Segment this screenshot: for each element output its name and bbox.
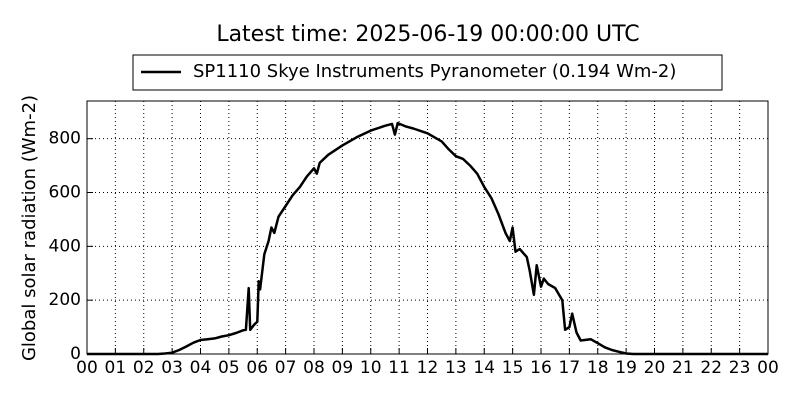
x-tick-label: 12 [417,358,439,378]
x-tick-label: 01 [105,358,127,378]
x-tick-label: 09 [332,358,354,378]
y-tick-label: 600 [49,183,81,203]
plot-frame [86,100,769,355]
x-tick-label: 13 [445,358,467,378]
chart-title: Latest time: 2025-06-19 00:00:00 UTC [216,22,639,47]
x-tick-label: 08 [303,358,325,378]
y-tick-label: 0 [70,344,81,364]
x-tick-label: 02 [133,358,155,378]
x-tick-label: 00 [76,358,98,378]
x-tick-label: 20 [644,358,666,378]
x-tick-label: 00 [757,358,779,378]
x-tick-label: 15 [502,358,524,378]
x-tick-label: 06 [246,358,268,378]
y-tick-label: 200 [49,290,81,310]
y-axis-label: Global solar radiation (Wm-2) [19,95,40,361]
x-tick-label: 05 [218,358,240,378]
legend-box [132,54,723,91]
x-tick-label: 23 [729,358,751,378]
x-tick-label: 07 [275,358,297,378]
x-tick-label: 03 [161,358,183,378]
x-tick-label: 14 [473,358,495,378]
y-tick-label: 400 [49,236,81,256]
x-tick-label: 19 [615,358,637,378]
x-tick-label: 04 [190,358,212,378]
legend-label: SP1110 Skye Instruments Pyranometer (0.1… [193,61,676,82]
y-tick-label: 800 [49,129,81,149]
x-tick-label: 18 [587,358,609,378]
x-tick-label: 10 [360,358,382,378]
x-tick-label: 22 [700,358,722,378]
x-tick-label: 16 [530,358,552,378]
data-line [87,121,768,356]
x-tick-label: 11 [388,358,410,378]
x-tick-label: 21 [672,358,694,378]
x-tick-label: 17 [559,358,581,378]
